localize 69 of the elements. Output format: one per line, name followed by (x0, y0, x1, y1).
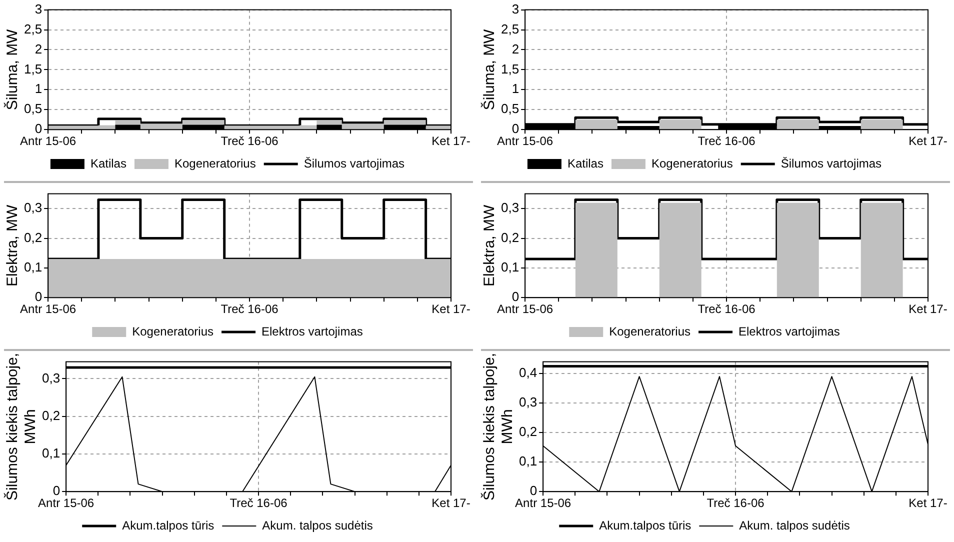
x-tick-label: Treč 16-06 (706, 496, 765, 510)
y-tick-label: 1 (512, 81, 520, 96)
y-tick-label: 0,4 (518, 365, 538, 380)
y-tick-label: 0,3 (42, 370, 60, 386)
legend-label: Akum.talpos tūris (599, 518, 692, 532)
y-tick-label: 1,5 (24, 61, 42, 76)
y-tick-label: 0 (34, 121, 42, 136)
legend-label: Akum.talpos tūris (122, 518, 214, 532)
legend-label: Kogeneratorius (132, 324, 214, 338)
x-tick-label: Ket 17- (432, 302, 470, 316)
x-tick-label: Antr 15-06 (38, 496, 94, 510)
y-tick-label: 1,5 (500, 61, 520, 76)
y-tick-label: 0,3 (518, 394, 538, 410)
y-tick-label: 0,5 (500, 101, 520, 116)
legend-label: Šilumos vartojimas (304, 156, 405, 170)
y-tick-label: 0 (530, 483, 538, 498)
y-tick-label: 0,1 (24, 260, 42, 275)
y-tick-label: 1 (34, 81, 42, 96)
y-tick-label: 0,3 (24, 200, 42, 216)
y-tick-label: 0 (512, 289, 520, 304)
legend-label: Katilas (90, 156, 126, 170)
y-tick-label: 0 (512, 121, 520, 136)
x-tick-label: Treč 16-06 (220, 302, 279, 316)
y-tick-label: 0,2 (24, 230, 42, 245)
y-tick-label: 2 (34, 41, 42, 56)
y-tick-label: 0,1 (518, 454, 538, 469)
y-tick-label: 2,5 (24, 21, 42, 36)
y-axis-title: Šilumos kiekis talpoje, MWh (3, 352, 40, 500)
y-tick-label: 3 (512, 1, 520, 16)
x-tick-label: Ket 17- (432, 496, 470, 510)
x-tick-label: Ket 17- (908, 302, 948, 316)
x-tick-label: Antr 15-06 (20, 302, 76, 316)
x-tick-label: Treč 16-06 (698, 134, 756, 148)
y-tick-label: 0,1 (42, 446, 60, 461)
y-tick-label: 0,3 (500, 200, 520, 216)
y-tick-label: 2 (512, 41, 520, 56)
y-axis-title: Elektra, MW (4, 204, 22, 287)
legend-label: Akum. talpos sudėtis (262, 518, 373, 532)
legend-label: Katilas (567, 156, 604, 170)
y-axis-title: Šilumos kiekis talpoje, MWh (480, 352, 516, 500)
y-tick-label: 2,5 (500, 21, 520, 36)
legend-label: Kogeneratorius (609, 324, 691, 338)
y-tick-label: 3 (34, 1, 42, 16)
x-tick-label: Ket 17- (432, 134, 470, 148)
legend-label: Elektros vartojimas (738, 324, 840, 338)
y-tick-label: 0,2 (518, 424, 538, 440)
legend-label: Akum. talpos sudėtis (739, 518, 850, 532)
y-tick-label: 0,5 (24, 101, 42, 116)
y-axis-title: Šiluma, MW (480, 28, 498, 110)
legend-label: Šilumos vartojimas (780, 156, 882, 170)
y-tick-label: 0,1 (500, 260, 520, 275)
y-axis-title: Elektra, MW (481, 204, 498, 287)
x-tick-label: Antr 15-06 (497, 134, 554, 148)
y-axis-title: Šiluma, MW (3, 28, 22, 110)
legend-label: Elektros vartojimas (262, 324, 363, 338)
legend-label: Kogeneratorius (651, 156, 733, 170)
legend-label: Kogeneratorius (174, 156, 256, 170)
x-tick-label: Treč 16-06 (220, 134, 279, 148)
x-tick-label: Ket 17- (908, 496, 948, 510)
y-tick-label: 0 (52, 483, 60, 498)
x-tick-label: Antr 15-06 (515, 496, 572, 510)
x-tick-label: Antr 15-06 (20, 134, 76, 148)
x-tick-label: Treč 16-06 (698, 302, 756, 316)
x-tick-label: Treč 16-06 (230, 496, 288, 510)
y-tick-label: 0 (34, 289, 42, 304)
x-tick-label: Ket 17- (908, 134, 948, 148)
x-tick-label: Antr 15-06 (497, 302, 554, 316)
y-tick-label: 0,2 (42, 408, 60, 423)
y-tick-label: 0,2 (500, 230, 520, 245)
